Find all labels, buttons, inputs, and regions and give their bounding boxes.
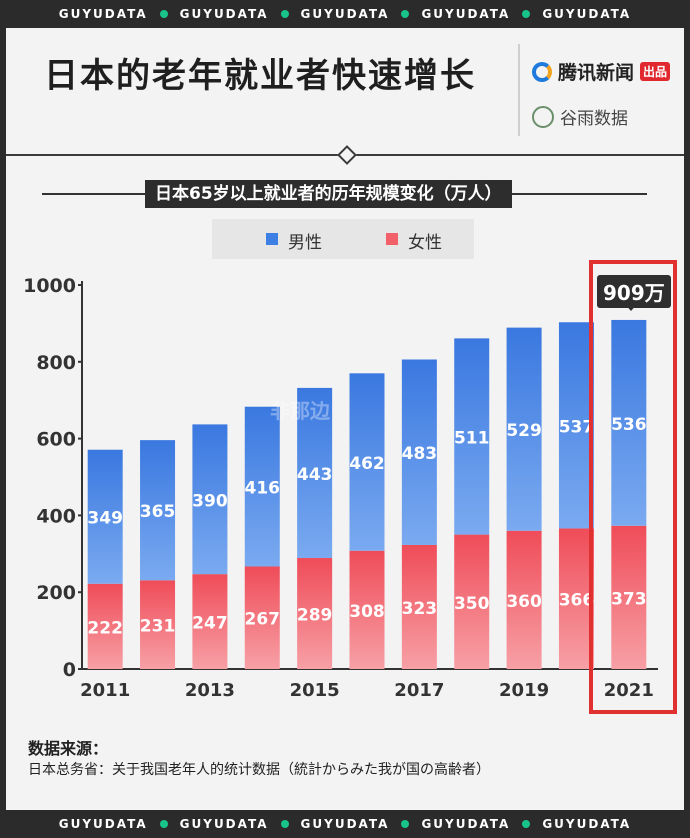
x-tick-label: 2019 xyxy=(499,680,549,701)
data-label-female: 366 xyxy=(559,591,595,611)
bar-male-2014 xyxy=(244,406,280,567)
bar-female-2021 xyxy=(611,525,647,669)
stacked-bar-chart: 0 200 400 600 800 1000 222 349 2011 231 365 247 390 2… xyxy=(23,275,658,701)
data-label-female: 289 xyxy=(297,606,333,626)
legend-swatch-female xyxy=(386,233,398,245)
data-label-male: 483 xyxy=(402,444,438,464)
chart-legend: 男性 女性 xyxy=(212,219,474,259)
callout-pointer xyxy=(624,303,638,311)
banner-text: GUYUDATA xyxy=(179,7,269,21)
top-banner: GUYUDATA GUYUDATA GUYUDATA GUYUDATA GUYUDATA xyxy=(0,0,690,28)
bar-female-2012 xyxy=(140,580,176,669)
data-label-female: 247 xyxy=(192,614,228,634)
chart-title: 日本65岁以上就业者的历年规模变化（万人） xyxy=(145,180,512,208)
data-label-male: 529 xyxy=(506,421,542,441)
bar-male-2018 xyxy=(454,338,490,535)
data-label-female: 267 xyxy=(245,610,281,630)
data-label-male: 511 xyxy=(454,428,490,448)
separator-dot-icon xyxy=(401,10,410,18)
bottom-banner: GUYUDATA GUYUDATA GUYUDATA GUYUDATA GUYUDATA xyxy=(0,810,690,838)
bar-female-2011 xyxy=(87,583,123,669)
data-label-male: 416 xyxy=(245,479,281,499)
separator-dot-icon xyxy=(280,820,289,828)
x-tick-label: 2017 xyxy=(394,680,444,701)
bar-male-2020 xyxy=(558,322,594,529)
data-label-female: 222 xyxy=(87,618,123,638)
data-label-male: 536 xyxy=(611,415,647,435)
bar-female-2018 xyxy=(454,534,490,669)
bar-male-2013 xyxy=(192,424,228,575)
y-tick-label: 400 xyxy=(36,505,76,527)
bar-female-2013 xyxy=(192,574,228,669)
y-tick-label: 200 xyxy=(36,582,76,604)
data-label-female: 308 xyxy=(349,602,385,622)
data-label-male: 537 xyxy=(559,417,595,437)
bar-female-2020 xyxy=(558,528,594,669)
legend-label-male: 男性 xyxy=(288,233,322,253)
data-label-male: 462 xyxy=(349,454,385,474)
y-tick-label: 1000 xyxy=(23,275,76,297)
bar-male-2017 xyxy=(401,359,437,545)
brand-primary-tag: 出品 xyxy=(640,62,671,81)
source-text: 日本总务省：关于我国老年人的统计数据（統計からみた我が国の高齢者） xyxy=(28,762,490,778)
banner-text: GUYUDATA xyxy=(421,7,511,21)
y-tick-label: 800 xyxy=(36,352,76,374)
bar-female-2019 xyxy=(506,530,542,669)
banner-text: GUYUDATA xyxy=(542,7,632,21)
x-tick-label: 2011 xyxy=(80,680,130,701)
bar-female-2017 xyxy=(401,544,437,669)
data-label-female: 350 xyxy=(454,594,490,614)
bar-female-2016 xyxy=(349,550,385,669)
separator-dot-icon xyxy=(522,820,531,828)
data-label-female: 231 xyxy=(140,617,176,637)
separator-dot-icon xyxy=(522,10,531,18)
highlight-box-2021 xyxy=(589,260,677,714)
separator-dot-icon xyxy=(401,820,410,828)
data-label-female: 323 xyxy=(402,599,438,619)
data-label-male: 349 xyxy=(87,509,123,529)
separator-dot-icon xyxy=(280,10,289,18)
bar-male-2012 xyxy=(140,440,176,581)
banner-text: GUYUDATA xyxy=(300,817,390,831)
bar-female-2015 xyxy=(297,558,333,669)
bar-male-2019 xyxy=(506,327,542,531)
banner-text: GUYUDATA xyxy=(542,817,632,831)
y-tick-label: 600 xyxy=(36,429,76,451)
banner-text: GUYUDATA xyxy=(421,817,511,831)
tencent-news-logo-icon xyxy=(532,61,552,82)
legend-swatch-male xyxy=(266,233,278,245)
bar-male-2016 xyxy=(349,373,385,551)
bar-male-2015 xyxy=(297,387,333,559)
header-divider xyxy=(518,44,520,136)
legend-label-female: 女性 xyxy=(408,233,442,253)
brand-secondary-label: 谷雨数据 xyxy=(560,109,628,129)
data-label-male: 443 xyxy=(297,465,333,485)
bar-male-2021 xyxy=(611,319,647,526)
source-title: 数据来源： xyxy=(28,739,109,758)
guyu-logo-icon xyxy=(532,105,554,128)
separator-dot-icon xyxy=(159,820,168,828)
data-label-female: 360 xyxy=(506,592,542,612)
banner-text: GUYUDATA xyxy=(179,817,269,831)
banner-text: GUYUDATA xyxy=(58,7,148,21)
total-callout: 909万 xyxy=(597,275,671,308)
bar-female-2014 xyxy=(244,566,280,669)
data-label-female: 373 xyxy=(611,589,647,609)
banner-text: GUYUDATA xyxy=(300,7,390,21)
brand-primary-label: 腾讯新闻 xyxy=(558,62,635,84)
data-label-male: 390 xyxy=(192,491,228,511)
page-title: 日本的老年就业者快速增长 xyxy=(44,56,476,96)
x-tick-label: 2013 xyxy=(185,680,235,701)
x-tick-label: 2015 xyxy=(290,680,340,701)
bar-male-2011 xyxy=(87,449,123,584)
watermark: 非那边 xyxy=(270,399,330,423)
y-tick-label: 0 xyxy=(63,659,76,681)
brand-secondary: 谷雨数据 xyxy=(532,104,628,129)
data-label-male: 365 xyxy=(140,502,176,522)
brand-primary: 腾讯新闻 出品 xyxy=(532,58,671,85)
x-tick-label: 2021 xyxy=(604,680,654,701)
banner-text: GUYUDATA xyxy=(58,817,148,831)
separator-dot-icon xyxy=(159,10,168,18)
